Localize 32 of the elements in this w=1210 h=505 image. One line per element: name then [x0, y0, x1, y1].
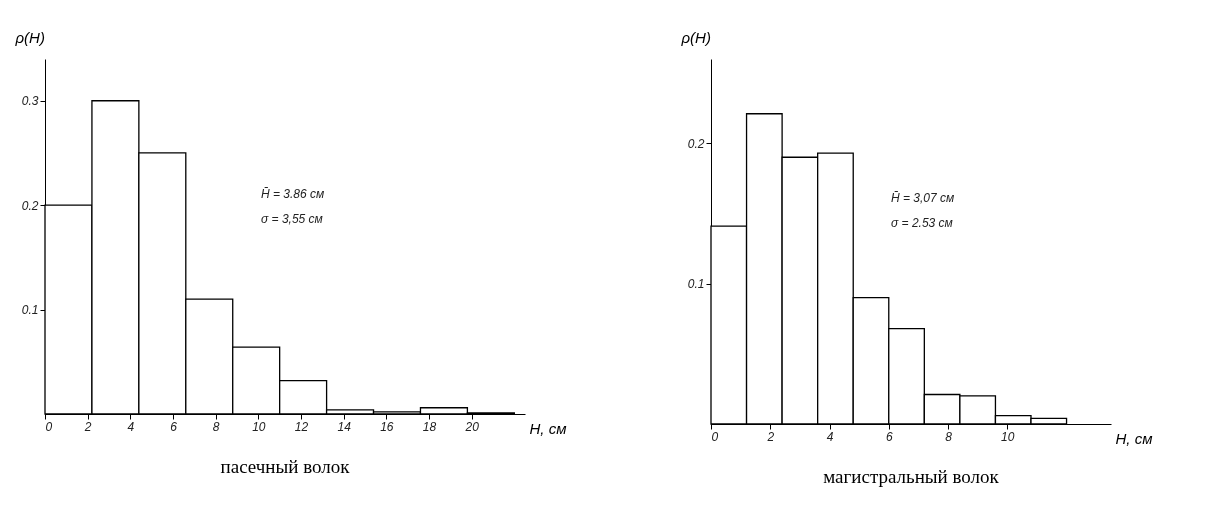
y-tick-label: 0.3: [21, 94, 39, 109]
text: пасечный волок: [220, 456, 351, 477]
y-tick-label: 0.2: [687, 136, 705, 151]
y-axis-title: ρ(H): [14, 28, 45, 46]
x-tick-label: 0: [45, 419, 53, 434]
x-tick-label: 4: [127, 419, 135, 434]
x-tick-label: 2: [766, 429, 775, 444]
x-tick-label: 18: [422, 419, 437, 434]
x-tick-label: 6: [170, 419, 178, 434]
x-tick-label: 8: [945, 429, 953, 444]
x-tick-label: 16: [380, 419, 394, 434]
annotation: σ = 2.53 см: [891, 216, 953, 231]
annotation: H̄ = 3.86 см: [261, 186, 325, 201]
annotation: H̄ = 3,07 см: [891, 190, 955, 205]
y-axis-title: ρ(H): [680, 28, 711, 46]
x-tick-label: 20: [464, 419, 480, 434]
text: магистральный волок: [823, 466, 1000, 487]
annotation: σ = 3,55 см: [261, 211, 323, 226]
y-tick-label: 0.2: [21, 198, 39, 213]
y-tick-label: 0.1: [21, 303, 39, 318]
x-tick-label: 10: [252, 419, 266, 434]
x-tick-label: 0: [711, 429, 719, 444]
x-tick-label: 4: [826, 429, 834, 444]
x-axis-title: H, см: [1115, 429, 1153, 447]
x-tick-label: 12: [294, 419, 309, 434]
x-tick-label: 2: [83, 419, 92, 434]
y-tick-label: 0.1: [687, 277, 705, 292]
x-tick-label: 10: [1001, 429, 1015, 444]
x-tick-label: 6: [885, 429, 893, 444]
x-axis-title: H, см: [529, 419, 567, 437]
x-tick-label: 8: [212, 419, 220, 434]
x-tick-label: 14: [337, 419, 352, 434]
